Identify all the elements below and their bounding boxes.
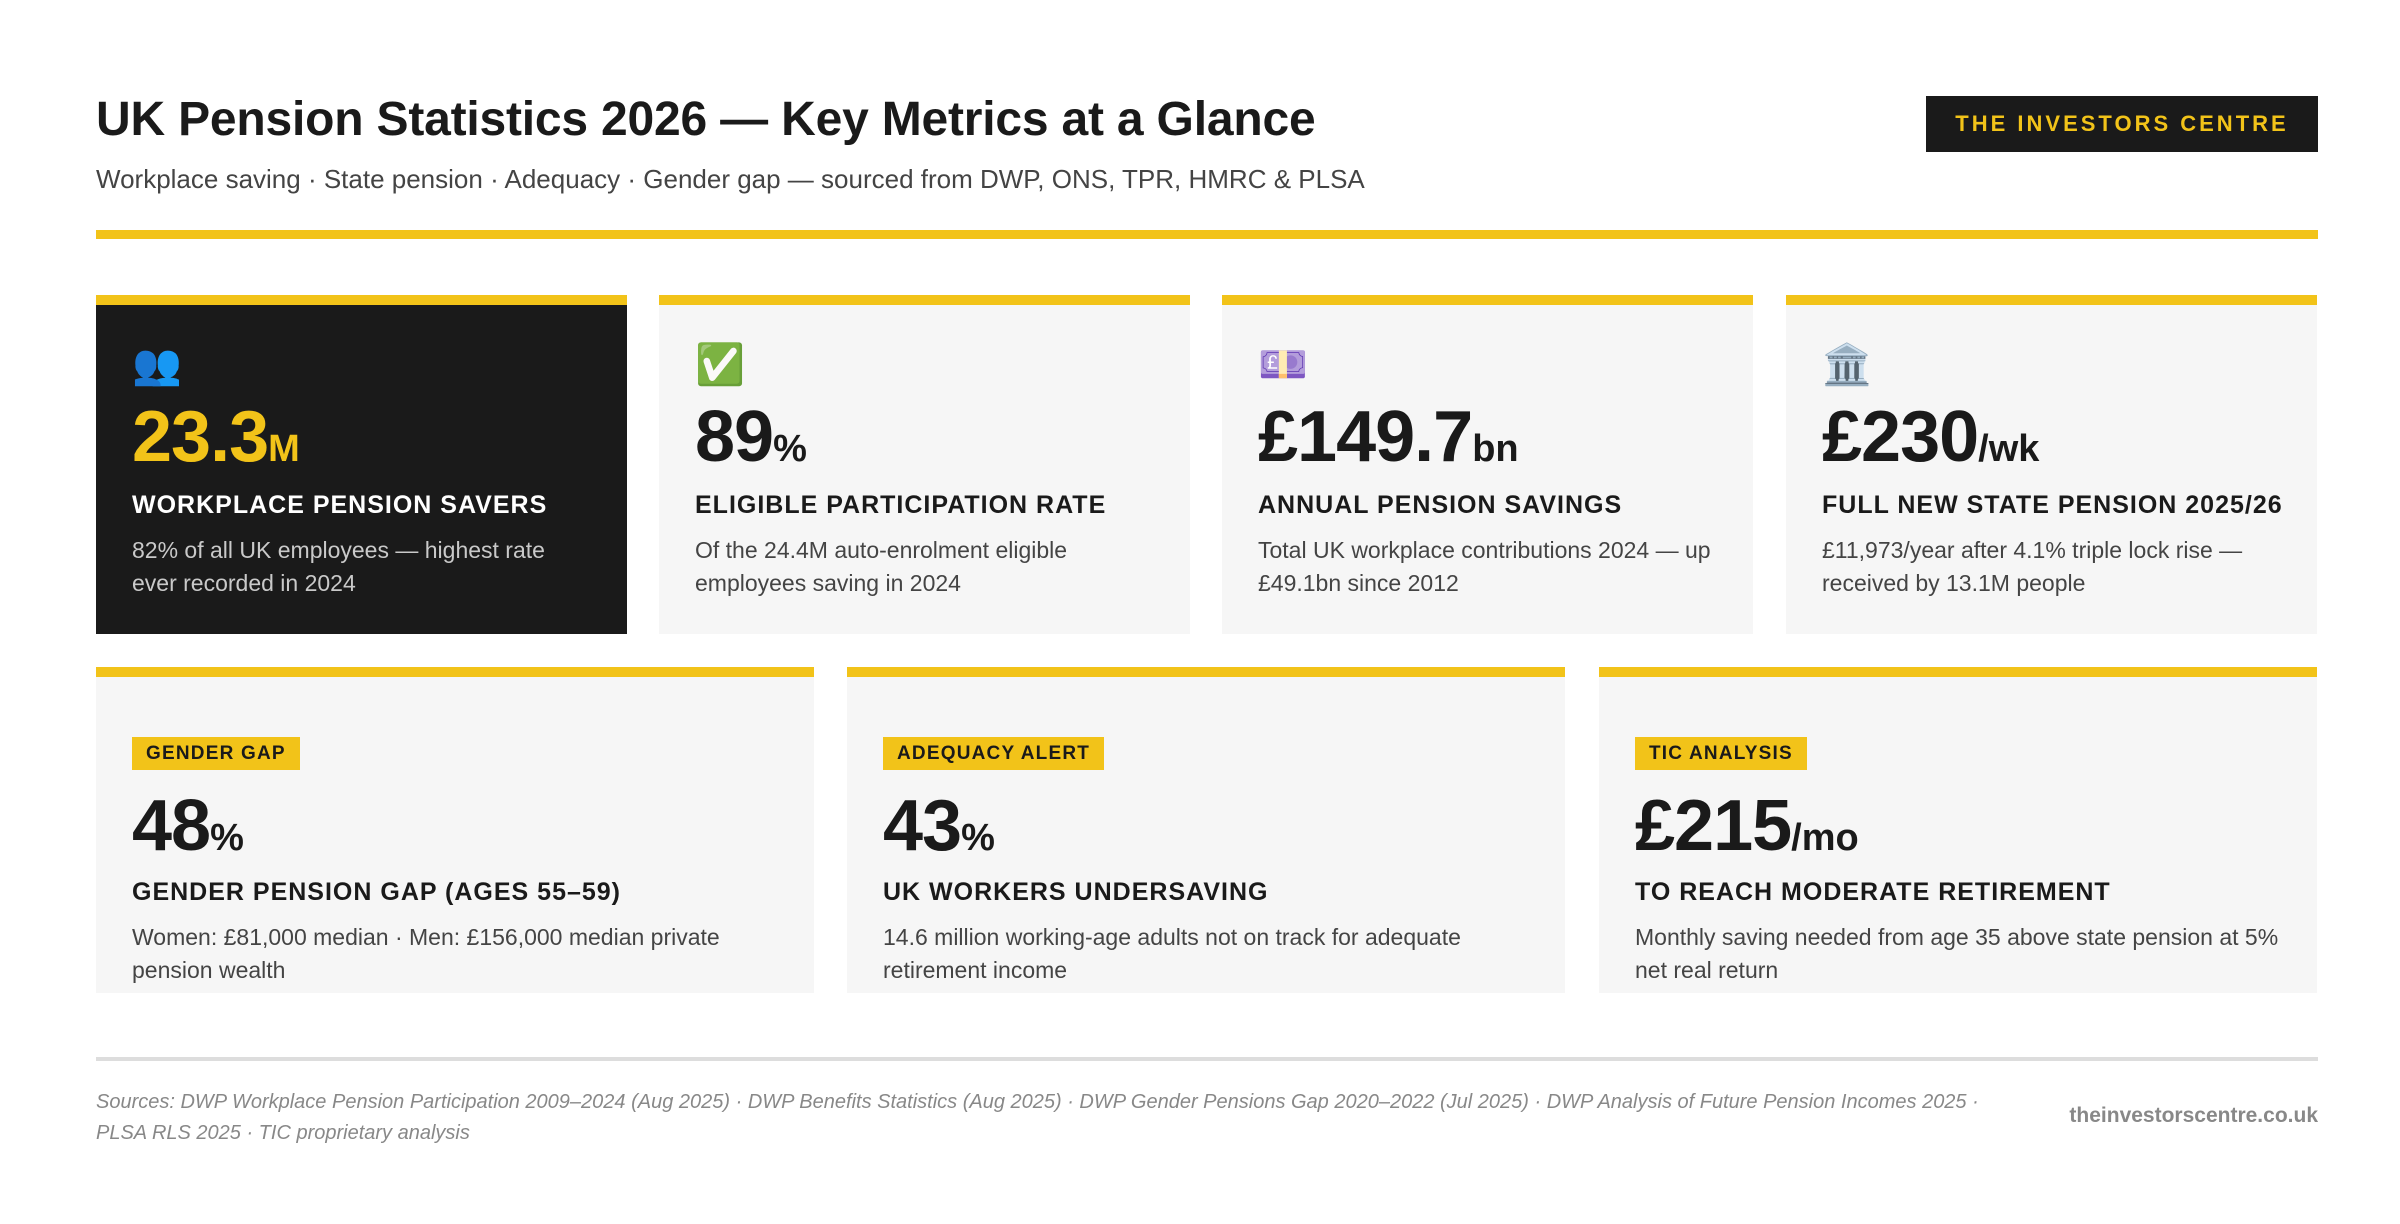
metric-value: 43% <box>883 790 1529 862</box>
page-title: UK Pension Statistics 2026 — Key Metrics… <box>96 93 1316 146</box>
metric-label: UK WORKERS UNDERSAVING <box>883 878 1269 906</box>
metric-label: ELIGIBLE PARTICIPATION RATE <box>695 491 1107 519</box>
metric-card-annual-savings: 💷 £149.7bn ANNUAL PENSION SAVINGS Total … <box>1222 295 1753 634</box>
metric-card-undersaving: ADEQUACY ALERT 43% UK WORKERS UNDERSAVIN… <box>847 667 1565 993</box>
metric-label: WORKPLACE PENSION SAVERS <box>132 491 548 519</box>
metric-unit: M <box>268 428 300 470</box>
metric-label: TO REACH MODERATE RETIREMENT <box>1635 878 2111 906</box>
metric-value: £149.7bn <box>1258 401 1717 473</box>
metric-card-state-pension: 🏛️ £230/wk FULL NEW STATE PENSION 2025/2… <box>1786 295 2317 634</box>
metric-description: Total UK workplace contributions 2024 — … <box>1258 537 1711 596</box>
metric-number: 89 <box>695 397 774 477</box>
metric-description: Of the 24.4M auto-enrolment eligible emp… <box>695 537 1068 596</box>
people-icon: 👥 <box>132 343 182 387</box>
metric-unit: /wk <box>1978 428 2040 470</box>
metric-unit: /mo <box>1791 817 1859 859</box>
page-subtitle: Workplace saving · State pension · Adequ… <box>96 164 1365 194</box>
website-link[interactable]: theinvestorscentre.co.uk <box>2069 1104 2318 1127</box>
metric-description: 14.6 million working-age adults not on t… <box>883 924 1461 983</box>
brand-badge: THE INVESTORS CENTRE <box>1926 96 2318 152</box>
metric-number: 23.3 <box>132 397 269 477</box>
metric-value: £230/wk <box>1822 401 2281 473</box>
check-icon: ✅ <box>695 343 745 387</box>
metric-description: 82% of all UK employees — highest rate e… <box>132 537 545 596</box>
metric-number: £230 <box>1822 397 1979 477</box>
metric-card-workplace-savers: 👥 23.3M WORKPLACE PENSION SAVERS 82% of … <box>96 295 627 634</box>
metric-number: 48 <box>132 786 211 866</box>
metric-label: GENDER PENSION GAP (AGES 55–59) <box>132 878 622 906</box>
metric-label: ANNUAL PENSION SAVINGS <box>1258 491 1623 519</box>
metric-card-moderate-retirement: TIC ANALYSIS £215/mo TO REACH MODERATE R… <box>1599 667 2317 993</box>
pound-banknote-icon: 💷 <box>1258 343 1308 387</box>
header-divider <box>96 230 2318 239</box>
metric-description: £11,973/year after 4.1% triple lock rise… <box>1822 537 2243 596</box>
metric-value: 48% <box>132 790 778 862</box>
metric-number: 43 <box>883 786 962 866</box>
metric-description: Women: £81,000 median · Men: £156,000 me… <box>132 924 720 983</box>
metric-unit: bn <box>1472 428 1519 470</box>
category-tag: TIC ANALYSIS <box>1635 737 1807 770</box>
metric-unit: % <box>961 817 995 859</box>
metric-unit: % <box>210 817 244 859</box>
metric-number: £149.7 <box>1258 397 1473 477</box>
metric-value: 89% <box>695 401 1154 473</box>
metric-number: £215 <box>1635 786 1792 866</box>
metric-card-gender-gap: GENDER GAP 48% GENDER PENSION GAP (AGES … <box>96 667 814 993</box>
sources-note: Sources: DWP Workplace Pension Participa… <box>96 1091 1979 1144</box>
header: UK Pension Statistics 2026 — Key Metrics… <box>96 92 2318 202</box>
category-tag: ADEQUACY ALERT <box>883 737 1105 770</box>
metric-value: £215/mo <box>1635 790 2281 862</box>
metric-description: Monthly saving needed from age 35 above … <box>1635 924 2279 983</box>
metric-value: 23.3M <box>132 401 591 473</box>
metric-label: FULL NEW STATE PENSION 2025/26 <box>1822 491 2283 519</box>
metric-unit: % <box>773 428 807 470</box>
bank-building-icon: 🏛️ <box>1822 343 1872 387</box>
footer-divider <box>96 1057 2318 1061</box>
category-tag: GENDER GAP <box>132 737 300 770</box>
metric-card-participation-rate: ✅ 89% ELIGIBLE PARTICIPATION RATE Of the… <box>659 295 1190 634</box>
